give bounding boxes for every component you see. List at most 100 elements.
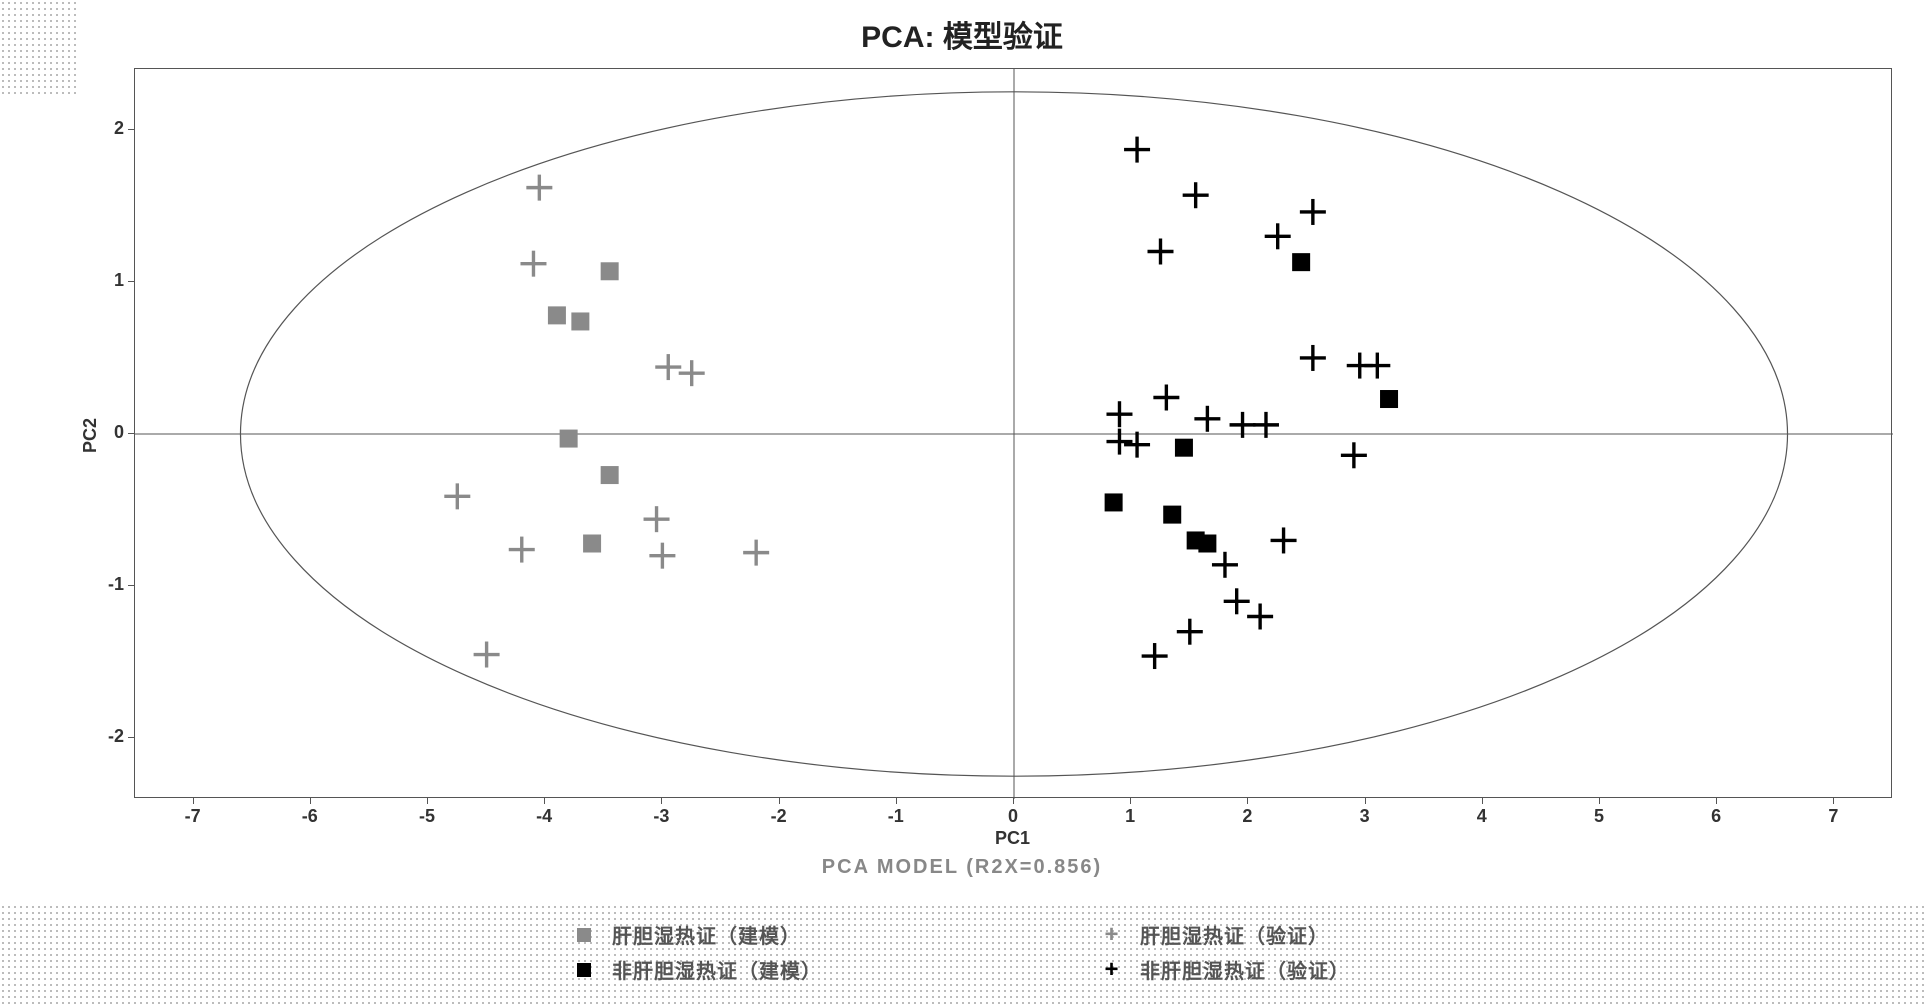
data-point-gan-model [601,466,619,484]
xtick-label: -2 [759,806,799,827]
data-point-gan-valid [644,506,670,532]
xtick-mark [310,798,311,804]
xtick-label: -3 [641,806,681,827]
ytick-label: -2 [84,726,124,747]
data-point-gan-valid [474,642,500,668]
ytick-label: 0 [84,422,124,443]
xtick-label: -7 [173,806,213,827]
legend: 肝胆湿热证（建模） 非肝胆湿热证（建模） + 肝胆湿热证（验证） + 非肝胆湿热证（验证） [0,920,1924,984]
square-icon [574,960,594,980]
data-point-gan-valid [655,354,681,380]
data-point-nongan-model [1292,253,1310,271]
chart-caption: PCA MODEL (R2X=0.856) [0,856,1924,879]
data-point-nongan-valid [1177,619,1203,645]
xtick-label: 3 [1345,806,1385,827]
xtick-label: 1 [1110,806,1150,827]
chart-root: PCA: 模型验证 PC2 PC1 PCA MODEL (R2X=0.856) … [0,0,1924,1004]
legend-item-gan-model: 肝胆湿热证（建模） [574,920,822,949]
data-point-nongan-valid [1212,552,1238,578]
xtick-label: 2 [1227,806,1267,827]
data-point-gan-valid [679,360,705,386]
data-point-nongan-valid [1124,432,1150,458]
data-point-gan-valid [649,543,675,569]
xtick-label: 4 [1462,806,1502,827]
data-point-nongan-valid [1124,137,1150,163]
data-point-nongan-model [1380,390,1398,408]
xtick-label: 7 [1813,806,1853,827]
data-point-nongan-model [1163,506,1181,524]
legend-column: 肝胆湿热证（建模） 非肝胆湿热证（建模） [574,920,822,984]
legend-item-nongan-valid: + 非肝胆湿热证（验证） [1102,955,1350,984]
chart-title: PCA: 模型验证 [0,12,1924,56]
xtick-mark [1482,798,1483,804]
xtick-label: 5 [1579,806,1619,827]
plus-icon: + [1102,925,1122,945]
data-point-nongan-valid [1247,604,1273,630]
plot-area [134,68,1892,798]
ytick-mark [128,433,134,434]
xtick-mark [661,798,662,804]
xtick-mark [1247,798,1248,804]
xtick-mark [193,798,194,804]
data-point-nongan-valid [1341,442,1367,468]
xtick-label: 0 [993,806,1033,827]
square-icon [574,925,594,945]
xtick-mark [779,798,780,804]
data-point-gan-valid [444,483,470,509]
data-point-gan-model [583,535,601,553]
data-point-nongan-valid [1194,406,1220,432]
data-point-gan-valid [520,251,546,277]
xtick-label: -6 [290,806,330,827]
legend-column: + 肝胆湿热证（验证） + 非肝胆湿热证（验证） [1102,920,1350,984]
legend-item-gan-valid: + 肝胆湿热证（验证） [1102,920,1350,949]
ytick-mark [128,737,134,738]
data-point-gan-model [560,430,578,448]
plus-icon: + [1102,960,1122,980]
xtick-mark [1716,798,1717,804]
data-point-nongan-model [1105,493,1123,511]
xtick-label: -5 [407,806,447,827]
xtick-mark [1599,798,1600,804]
data-point-nongan-valid [1148,239,1174,265]
ytick-mark [128,585,134,586]
ytick-label: 2 [84,118,124,139]
data-point-gan-valid [743,540,769,566]
data-point-nongan-model [1198,535,1216,553]
xtick-label: 6 [1696,806,1736,827]
data-point-nongan-valid [1224,588,1250,614]
data-point-nongan-valid [1300,199,1326,225]
xtick-mark [896,798,897,804]
legend-label: 肝胆湿热证（验证） [1140,920,1329,949]
data-point-nongan-valid [1300,345,1326,371]
data-point-nongan-valid [1106,429,1132,455]
x-axis-label: PC1 [995,828,1030,849]
xtick-label: -4 [524,806,564,827]
data-point-nongan-valid [1142,643,1168,669]
data-point-nongan-valid [1183,182,1209,208]
data-point-gan-model [571,312,589,330]
xtick-mark [544,798,545,804]
legend-label: 非肝胆湿热证（验证） [1140,955,1350,984]
legend-label: 非肝胆湿热证（建模） [612,955,822,984]
legend-item-nongan-model: 非肝胆湿热证（建模） [574,955,822,984]
data-point-gan-valid [509,537,535,563]
data-point-nongan-valid [1265,223,1291,249]
data-point-nongan-valid [1364,353,1390,379]
ytick-mark [128,129,134,130]
xtick-mark [427,798,428,804]
xtick-mark [1013,798,1014,804]
data-point-gan-model [548,306,566,324]
plot-svg [135,69,1893,799]
xtick-mark [1365,798,1366,804]
xtick-mark [1130,798,1131,804]
data-point-nongan-valid [1106,401,1132,427]
data-point-nongan-model [1175,439,1193,457]
ytick-label: -1 [84,574,124,595]
xtick-mark [1833,798,1834,804]
legend-label: 肝胆湿热证（建模） [612,920,801,949]
xtick-label: -1 [876,806,916,827]
data-point-gan-model [601,262,619,280]
data-point-nongan-valid [1153,385,1179,411]
ytick-mark [128,281,134,282]
ytick-label: 1 [84,270,124,291]
